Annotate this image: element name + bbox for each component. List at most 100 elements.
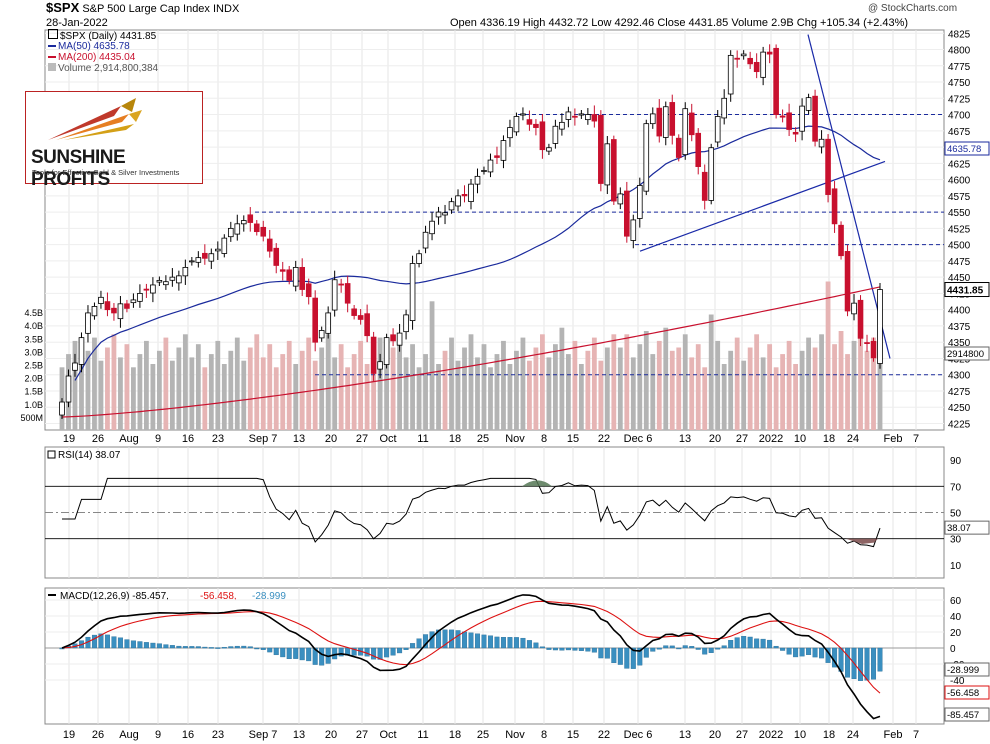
candle-body — [150, 284, 156, 294]
volume-bar — [630, 357, 636, 430]
macd-histogram-bar — [494, 636, 500, 649]
macd-histogram-bar — [500, 637, 506, 649]
volume-bar — [312, 360, 318, 430]
legend-volume: Volume 2,914,800,384 — [48, 63, 158, 74]
macd-tick-label: 20 — [950, 628, 962, 639]
candle-body — [227, 227, 234, 238]
macd-histogram-bar — [143, 642, 149, 649]
x-tick-label-bottom: 26 — [92, 729, 104, 741]
macd-histogram-bar — [332, 647, 338, 660]
rsi-tick-label: 90 — [950, 456, 962, 467]
candle-body — [357, 315, 364, 320]
macd-histogram-bar — [202, 646, 208, 649]
macd-histogram-bar — [481, 634, 487, 649]
macd-histogram-bar — [260, 647, 266, 650]
candle-body — [831, 188, 838, 225]
rsi-tick-label: 70 — [950, 482, 962, 493]
volume-bar — [754, 334, 760, 430]
volume-bar — [773, 367, 779, 430]
volume-bar — [488, 367, 493, 430]
candle-body — [351, 308, 357, 316]
volume-bar — [760, 357, 766, 430]
volume-value-label: 2914800 — [947, 349, 984, 360]
rsi-value-label: 38.07 — [947, 523, 971, 534]
x-tick-label-bottom: 16 — [182, 729, 194, 741]
volume-bar — [851, 340, 857, 430]
macd-histogram-bar — [150, 642, 156, 649]
volume-bar — [689, 357, 695, 430]
candle-body — [416, 253, 422, 264]
candle-body — [487, 159, 494, 173]
macd-histogram-bar — [643, 647, 649, 658]
rsi-tick-label: 10 — [950, 561, 962, 572]
volume-bar — [663, 327, 669, 430]
volume-bar — [332, 357, 338, 430]
macd-histogram-bar — [637, 647, 643, 666]
candle-body — [266, 238, 273, 252]
macd-histogram-bar — [767, 639, 773, 649]
volume-bar — [364, 364, 370, 430]
candle-body — [695, 132, 702, 167]
volume-bar — [299, 350, 305, 430]
volume-bar — [721, 364, 727, 430]
candle-body — [448, 201, 455, 211]
x-tick-label: 13 — [293, 433, 305, 445]
macd-histogram-bar — [351, 647, 357, 656]
volume-bar — [845, 354, 850, 430]
price-tick-label: 4525 — [948, 224, 971, 235]
macd-histogram-bar — [552, 647, 558, 651]
x-tick-label: 16 — [182, 433, 194, 445]
x-tick-label: Dec 6 — [624, 433, 653, 445]
volume-bar — [150, 364, 156, 430]
candle-body — [59, 401, 65, 416]
macd-histogram-bar — [734, 637, 740, 649]
candle-body — [156, 280, 163, 283]
rsi-tick-label: 30 — [950, 535, 962, 546]
candle-body — [585, 114, 591, 121]
x-tick-label: 20 — [709, 433, 721, 445]
legend-ma50: MA(50) 4635.78 — [48, 41, 130, 52]
macd-histogram-bar — [617, 647, 623, 665]
volume-bar — [864, 350, 870, 430]
volume-bar — [598, 360, 604, 430]
macd-value-label: -28.999 — [947, 665, 979, 676]
macd-histogram-bar — [124, 639, 130, 649]
volume-bar — [494, 354, 500, 430]
macd-histogram-bar — [455, 630, 461, 649]
volume-bar — [767, 344, 773, 430]
volume-bar — [877, 324, 883, 430]
candle-body — [714, 116, 721, 143]
x-tick-label-bottom: Feb — [884, 729, 903, 741]
x-tick-label: 27 — [736, 433, 748, 445]
ma50-value-tag — [944, 141, 990, 156]
macd-histogram-bar — [708, 647, 714, 653]
volume-bar — [169, 360, 175, 430]
macd-histogram-bar — [715, 647, 721, 650]
volume-bar — [682, 334, 688, 430]
volume-bar — [118, 357, 123, 430]
candle-body — [864, 342, 870, 344]
volume-bar — [176, 347, 182, 430]
volume-bar — [189, 357, 195, 430]
candle-body — [279, 269, 286, 272]
macd-histogram-bar — [384, 647, 390, 658]
candle-body — [727, 54, 734, 95]
x-tick-label: 7 — [913, 433, 919, 445]
macd-histogram-bar — [390, 647, 396, 656]
rsi-value-tag — [944, 520, 990, 535]
x-tick-label: 11 — [417, 433, 428, 445]
volume-bar — [546, 357, 552, 430]
macd-histogram-bar — [695, 647, 701, 650]
candle-body — [565, 111, 572, 120]
candle-body — [481, 170, 487, 172]
macd-histogram-bar — [565, 647, 571, 651]
x-tick-label: 22 — [598, 433, 610, 445]
candle-body — [857, 299, 864, 339]
candle-body — [260, 226, 267, 237]
candle-body — [838, 224, 844, 257]
macd-histogram-bar — [176, 645, 182, 649]
volume-bar — [182, 334, 188, 430]
candle-body — [870, 341, 877, 359]
candle-body — [461, 194, 468, 197]
macd-tick-label: -40 — [950, 676, 965, 687]
